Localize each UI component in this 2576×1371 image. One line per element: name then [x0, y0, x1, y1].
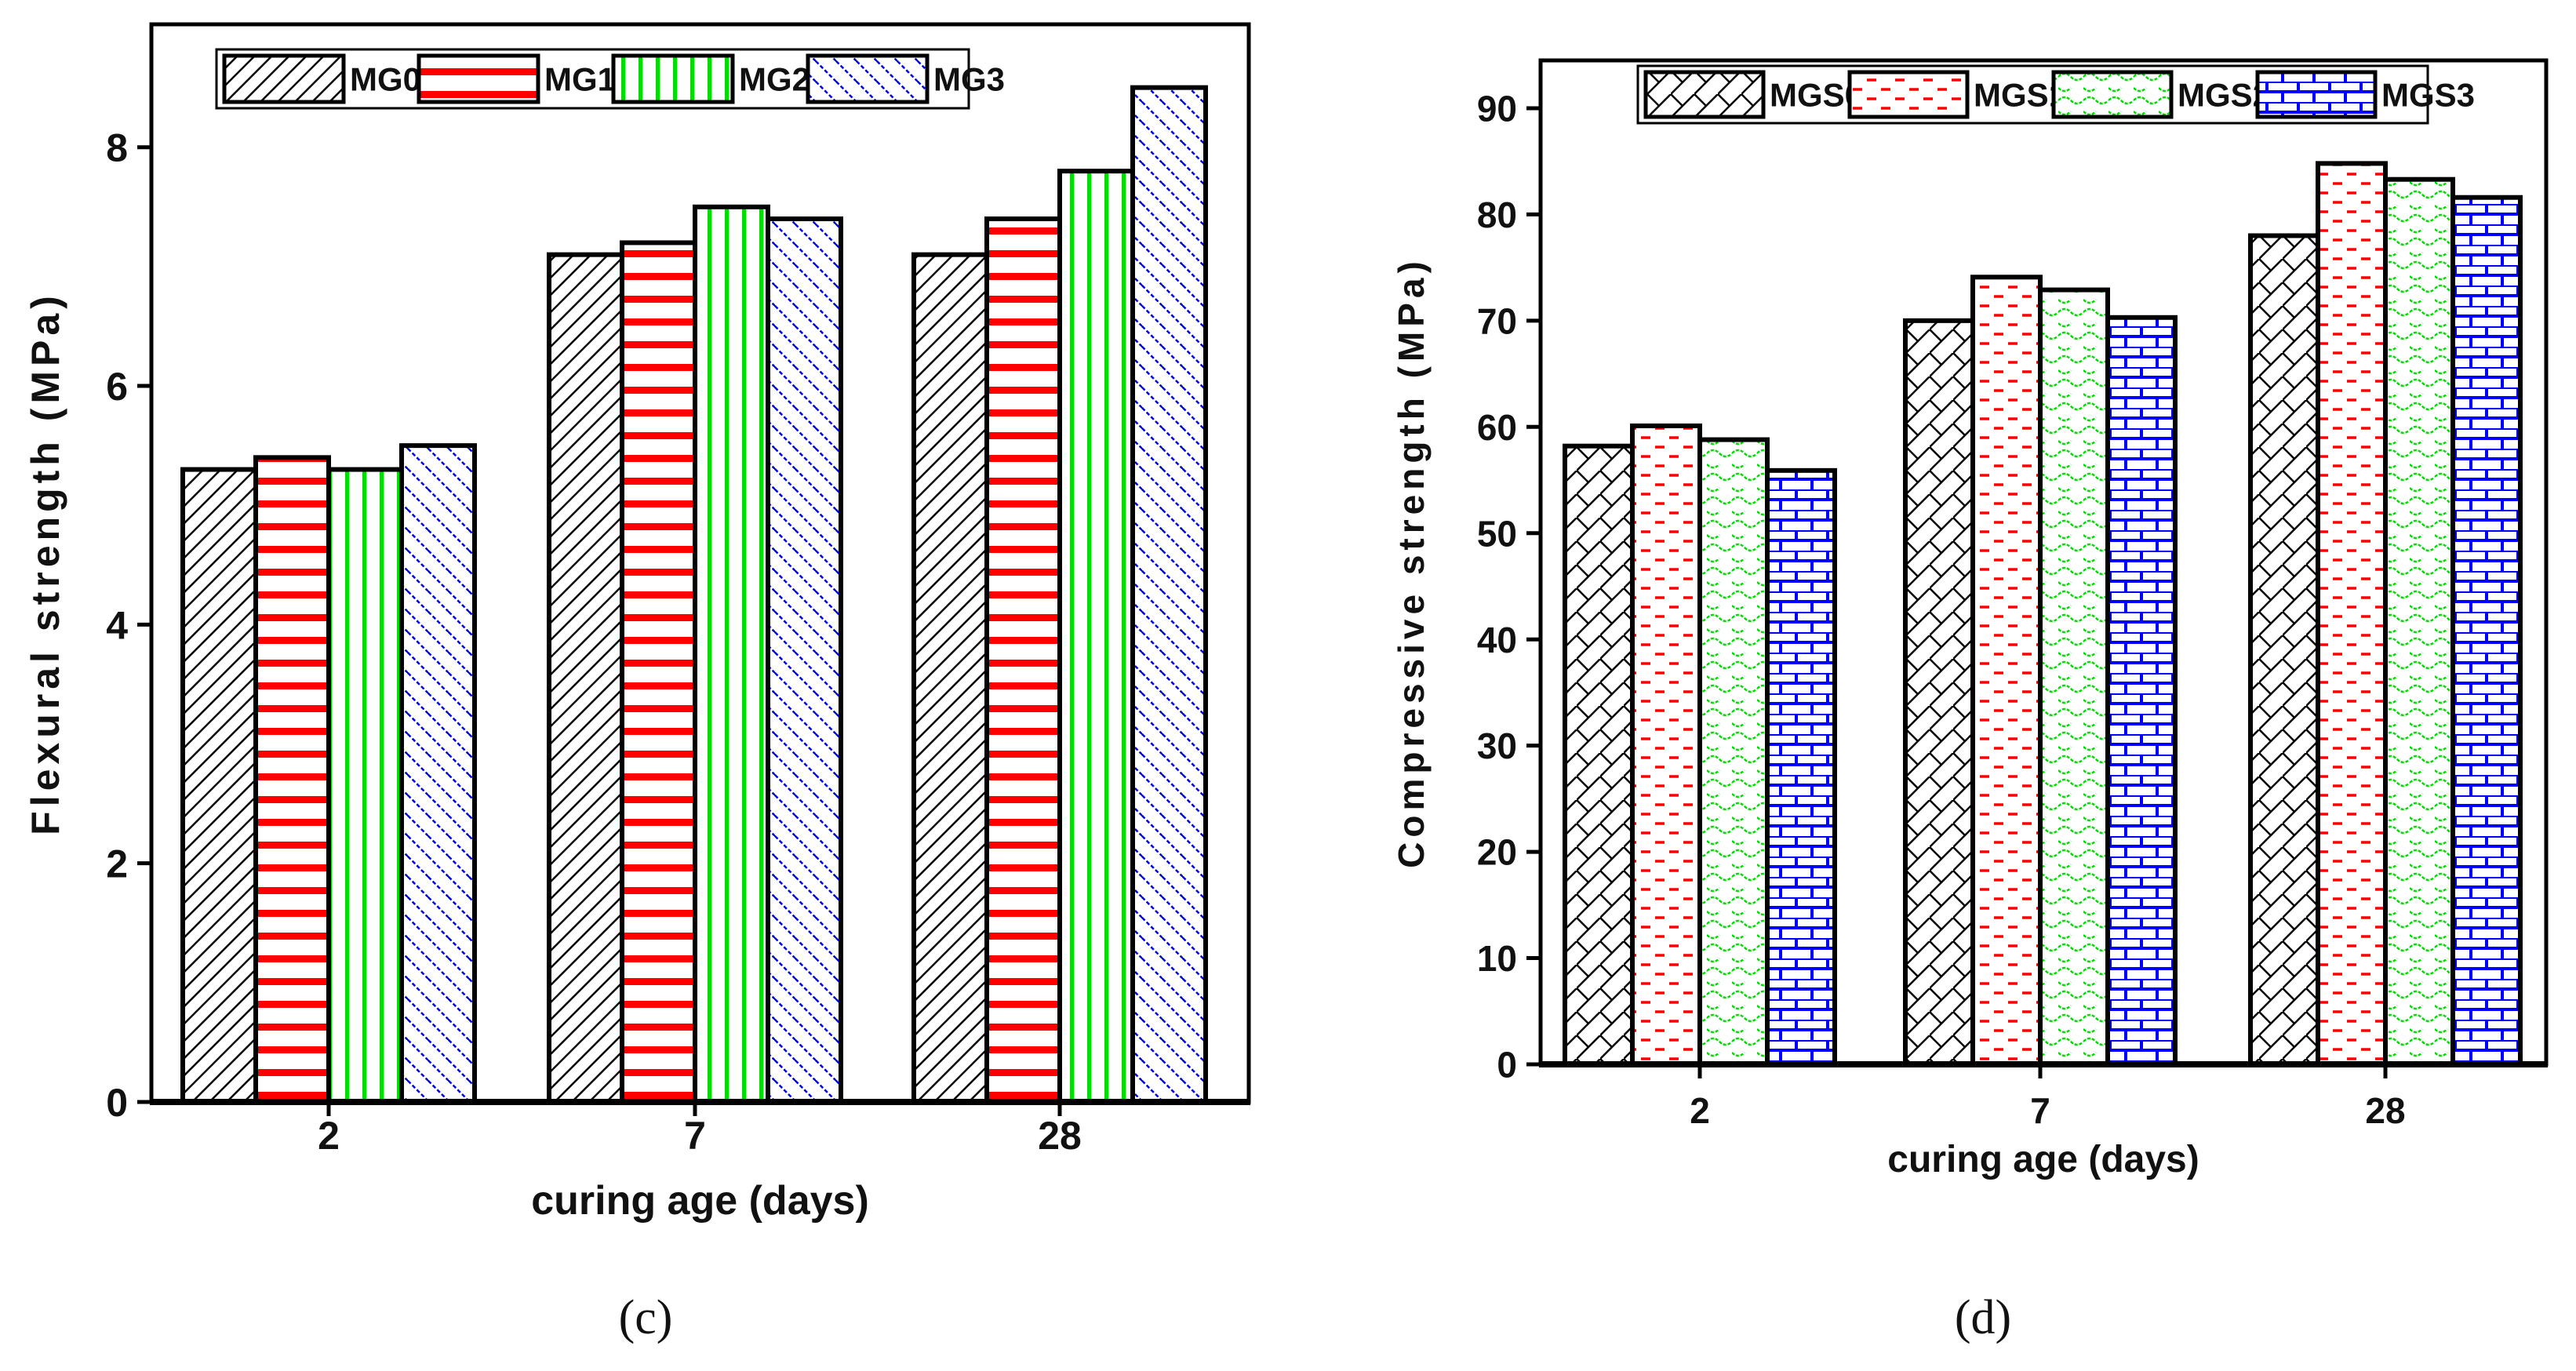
x-tick-label: 7	[684, 1114, 706, 1158]
bar-mg2-7	[693, 204, 770, 1105]
bar-mgs3-7	[2105, 315, 2178, 1067]
legend: MGS0 MGS1 MGS2 MGS3	[1636, 64, 2475, 125]
y-tick-label: 6	[106, 365, 128, 409]
y-tick-label: 30	[1477, 726, 1517, 766]
y-tick-label: 20	[1477, 832, 1517, 873]
legend-swatch-mgs1	[1847, 70, 1970, 119]
panel-label: (c)	[619, 1291, 673, 1344]
bar-mg1-28	[984, 216, 1062, 1105]
panel-label: (d)	[1955, 1291, 2011, 1344]
legend: MG0 MG1 MG2 MG3	[215, 48, 1005, 110]
bar-mg1-2	[253, 455, 331, 1104]
y-tick-label: 50	[1477, 513, 1517, 554]
legend-swatch-mgs0	[1643, 70, 1766, 119]
legend-swatch-mg0	[222, 53, 346, 104]
x-axis-label: curing age (days)	[531, 1178, 869, 1224]
legend-swatch-mg2	[611, 53, 735, 104]
bar-mg3-2	[399, 443, 477, 1104]
legend-label: MGS1	[1974, 77, 2067, 114]
bar-mg3-28	[1130, 85, 1208, 1104]
y-tick-label: 60	[1477, 407, 1517, 448]
y-tick-label: 40	[1477, 620, 1517, 660]
bar-mgs0-7	[1903, 318, 1975, 1067]
legend-swatch-mg3	[806, 53, 930, 104]
bar-mg1-7	[620, 240, 697, 1105]
y-axis-label: Flexural strength (MPa)	[24, 291, 67, 835]
bar-mgs2-2	[1697, 437, 1770, 1067]
x-axis-label: curing age (days)	[1887, 1139, 2199, 1180]
y-tick-label: 70	[1477, 300, 1517, 341]
bar-mgs1-2	[1630, 423, 1702, 1067]
y-tick-label: 80	[1477, 195, 1517, 235]
compressive-strength-chart: 0 10 20 30 40 50 60 70 80 90 2 7 28 curing age (days)…	[1391, 58, 2549, 1344]
legend-label: MG0	[350, 61, 421, 98]
bar-mg0-7	[547, 252, 624, 1105]
legend-label: MGS0	[1770, 77, 1863, 114]
bar-mg0-2	[180, 467, 258, 1104]
x-tick-label: 28	[1038, 1114, 1082, 1158]
bar-mgs3-28	[2450, 195, 2523, 1067]
y-tick-label: 10	[1477, 938, 1517, 979]
flexural-strength-chart: 0 2 4 6 8 2 7 28 curing age (days) Flexural stren…	[24, 22, 1251, 1344]
y-tick-label: 8	[106, 126, 128, 170]
x-tick-label: 28	[2365, 1090, 2405, 1131]
x-tick-label: 2	[1690, 1090, 1710, 1131]
legend-label: MGS3	[2381, 77, 2475, 114]
x-tick-label: 2	[318, 1114, 340, 1158]
bar-mgs0-28	[2248, 233, 2320, 1067]
bar-mg2-2	[326, 467, 404, 1104]
y-tick-label: 90	[1477, 89, 1517, 129]
bar-mgs3-2	[1765, 467, 1837, 1067]
x-tick-label: 7	[2030, 1090, 2050, 1131]
y-tick-label: 4	[106, 603, 128, 647]
legend-swatch-mgs3	[2255, 70, 2378, 119]
legend-swatch-mgs2	[2051, 70, 2174, 119]
bar-mgs0-2	[1563, 443, 1635, 1067]
y-tick-label: 0	[1497, 1045, 1517, 1086]
y-tick-label: 2	[106, 842, 128, 886]
legend-swatch-mg1	[417, 53, 540, 104]
bar-mg2-28	[1057, 169, 1135, 1105]
legend-label: MGS2	[2178, 77, 2271, 114]
y-axis-label: Compressive strength (MPa)	[1391, 256, 1432, 868]
legend-label: MG3	[933, 61, 1005, 98]
bar-mgs2-7	[2038, 287, 2110, 1067]
y-tick-label: 0	[106, 1081, 128, 1125]
legend-label: MG2	[739, 61, 810, 98]
bar-mgs1-28	[2316, 161, 2388, 1067]
bar-mg3-7	[766, 216, 843, 1105]
legend-label: MG1	[544, 61, 616, 98]
bar-mg0-28	[911, 252, 989, 1105]
bar-mgs1-7	[1970, 275, 2043, 1067]
bar-mgs2-28	[2383, 176, 2455, 1067]
